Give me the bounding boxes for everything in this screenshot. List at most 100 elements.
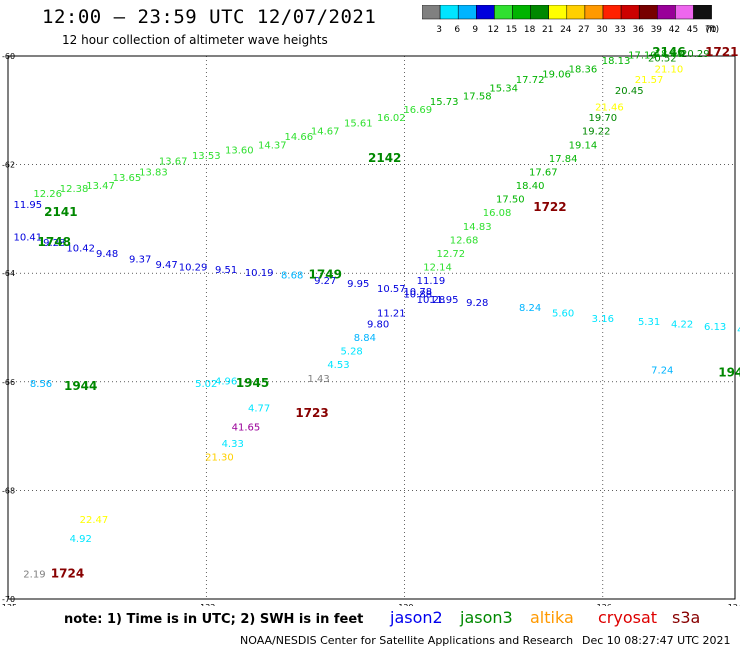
y-tick-label: -68 bbox=[2, 486, 15, 495]
data-point: 2.19 bbox=[23, 569, 45, 580]
data-point: 8.68 bbox=[281, 271, 303, 282]
data-point: 16.02 bbox=[377, 113, 406, 124]
pass-time-label: 2142 bbox=[368, 151, 401, 165]
colorbar-label: 30 bbox=[596, 25, 608, 35]
colorbar-legend: 3 6 9 12 15 18 21 24 27 30 33 36 39 42 45 70(ft) bbox=[422, 5, 719, 35]
pass-time-label: 2146 bbox=[652, 45, 685, 59]
x-tick-label: -124 bbox=[725, 603, 740, 606]
data-point: 14.67 bbox=[311, 127, 340, 138]
data-point: 12.72 bbox=[436, 249, 465, 260]
y-tick-label: -70 bbox=[2, 595, 15, 604]
data-point: 20.52 bbox=[648, 53, 677, 64]
data-point: 13.47 bbox=[86, 181, 115, 192]
pass-time-label: 2141 bbox=[44, 205, 77, 219]
plot-frame bbox=[7, 55, 736, 600]
data-point: 9.80 bbox=[367, 320, 389, 331]
data-point: 17.50 bbox=[496, 195, 525, 206]
data-point: 18.40 bbox=[516, 181, 545, 192]
footer-timestamp: Dec 10 08:27:47 UTC 2021 bbox=[582, 634, 731, 647]
data-point: 41.65 bbox=[232, 423, 261, 434]
data-point: 9.28 bbox=[43, 238, 65, 249]
data-point: 13.60 bbox=[225, 146, 254, 157]
data-point: 11.95 bbox=[14, 200, 43, 211]
pass-time-label: 1723 bbox=[295, 406, 328, 420]
x-tick-label: -132 bbox=[197, 603, 215, 606]
data-point: 15.61 bbox=[344, 119, 373, 130]
data-point: 5.60 bbox=[552, 309, 574, 320]
legend-altika: altika bbox=[530, 608, 574, 627]
data-point: 6.13 bbox=[704, 322, 726, 333]
pass-time-label: 1724 bbox=[51, 566, 84, 580]
data-point: 10.57 bbox=[377, 284, 406, 295]
data-point: 13.83 bbox=[139, 167, 168, 178]
data-point: 3.16 bbox=[592, 314, 614, 325]
data-point: 21.46 bbox=[595, 102, 624, 113]
footer-credit: NOAA/NESDIS Center for Satellite Applica… bbox=[240, 634, 574, 647]
data-point: 4.12 bbox=[737, 325, 740, 336]
colorbar-label: 18 bbox=[524, 25, 536, 35]
data-point: 15.34 bbox=[489, 83, 518, 94]
colorbar-label: 9 bbox=[472, 25, 478, 35]
data-point: 19.14 bbox=[569, 140, 598, 151]
data-point: 4.92 bbox=[70, 534, 92, 545]
colorbar-label: 24 bbox=[560, 25, 572, 35]
data-point: 4.53 bbox=[327, 360, 349, 371]
y-tick-label: -66 bbox=[2, 378, 15, 387]
data-point: 9.47 bbox=[155, 260, 177, 271]
colorbar-swatch bbox=[693, 5, 712, 20]
data-point: 9.51 bbox=[215, 265, 237, 276]
footer-note: note: 1) Time is in UTC; 2) SWH is in fe… bbox=[64, 612, 364, 627]
data-point: 16.69 bbox=[403, 105, 432, 116]
wave-height-chart: -135-132-129-126-123-124-60-62-64-66-68-… bbox=[0, 45, 740, 606]
page-title: 12:00 – 23:59 UTC 12/07/2021 bbox=[42, 6, 377, 28]
data-point: 13.67 bbox=[159, 157, 188, 168]
data-point: 18.36 bbox=[569, 64, 598, 75]
data-point: 9.95 bbox=[347, 279, 369, 290]
data-point: 22.47 bbox=[80, 515, 109, 526]
colorbar-label: 3 bbox=[436, 25, 442, 35]
data-point: 17.19 bbox=[628, 51, 657, 62]
colorbar-label: 6 bbox=[454, 25, 460, 35]
pass-time-label: 1748 bbox=[38, 235, 71, 249]
data-point: 12.14 bbox=[423, 262, 452, 273]
data-point: 7.24 bbox=[651, 366, 673, 377]
data-point: 11.95 bbox=[430, 295, 459, 306]
data-point: 15.73 bbox=[430, 97, 459, 108]
data-point: 4.77 bbox=[248, 404, 270, 415]
data-point: 12.26 bbox=[33, 189, 62, 200]
pass-time-label: 1945 bbox=[236, 376, 269, 390]
data-point: 8.24 bbox=[519, 303, 541, 314]
data-point: 16.08 bbox=[483, 208, 512, 219]
data-point: 5.02 bbox=[195, 379, 217, 390]
y-tick-label: -62 bbox=[2, 161, 15, 170]
pass-time-label: 1944 bbox=[64, 379, 97, 393]
data-point: 4.22 bbox=[671, 320, 693, 331]
colorbar-label: 27 bbox=[578, 25, 589, 35]
data-point: 11.21 bbox=[377, 309, 406, 320]
data-point: 10.78 bbox=[403, 287, 432, 298]
data-point: 19.06 bbox=[542, 70, 571, 81]
data-point: 8.84 bbox=[354, 333, 376, 344]
data-point: 10.28 bbox=[417, 295, 446, 306]
data-point: 5.28 bbox=[341, 347, 363, 358]
data-point: 13.65 bbox=[113, 173, 142, 184]
data-point: 10.42 bbox=[66, 243, 95, 254]
data-point: 12.38 bbox=[60, 184, 89, 195]
data-point: 9.37 bbox=[129, 254, 151, 265]
pass-time-label: 1946 bbox=[718, 365, 740, 379]
pass-time-label: 1721 bbox=[705, 45, 738, 59]
data-point: 19.70 bbox=[588, 113, 617, 124]
data-point: 19.22 bbox=[582, 127, 611, 138]
colorbar-label: 45 bbox=[687, 25, 698, 35]
data-point: 4.96 bbox=[215, 377, 237, 388]
data-point: 10.29 bbox=[179, 262, 208, 273]
data-point: 14.66 bbox=[284, 132, 313, 143]
data-point: 18.68 bbox=[655, 49, 684, 60]
data-point: 14.37 bbox=[258, 140, 287, 151]
y-tick-label: -64 bbox=[2, 269, 15, 278]
data-point: 21.30 bbox=[205, 453, 234, 464]
data-point: 17.84 bbox=[549, 154, 578, 165]
colorbar-label: 36 bbox=[632, 25, 644, 35]
data-point: 11.19 bbox=[417, 276, 446, 287]
data-point: 9.28 bbox=[466, 298, 488, 309]
